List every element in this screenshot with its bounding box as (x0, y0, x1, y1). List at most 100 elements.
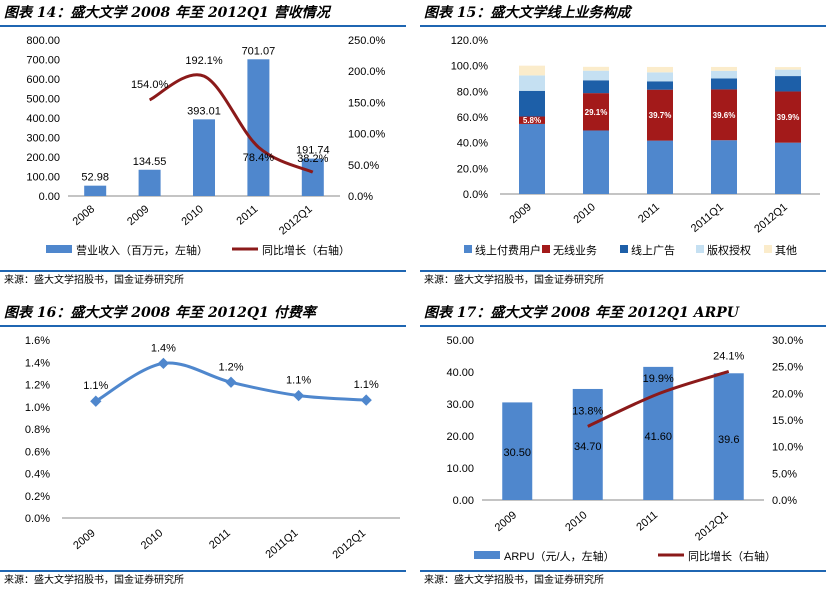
panel-revenue: 图表 14：盛大文学 2008 年至 2012Q1 营收情况 0.00 100.0… (0, 0, 414, 295)
stack-segment (775, 67, 801, 70)
stack-segment (775, 69, 801, 77)
x-tick-label: 2009 (507, 201, 533, 226)
pay-rate-chart: 0.0% 0.2% 0.4% 0.6% 0.8% 1.0% 1.2% 1.4% 1.6% 1.1%… (25, 335, 400, 561)
panel-arpu: 图表 17：盛大文学 2008 年至 2012Q1 ARPU 0.00 10.00… (420, 300, 828, 595)
line-data-label: 192.1% (185, 55, 223, 67)
left-tick-label: 20.0% (457, 163, 488, 175)
right-tick-label: 0.0% (772, 495, 797, 507)
legend-growth-label: 同比增长（右轴） (262, 243, 350, 257)
growth-line (587, 370, 730, 428)
left-tick-label: 50.00 (446, 335, 474, 347)
right-tick-label: 50.0% (348, 160, 379, 172)
source-note: 来源：盛大文学招股书，国金证券研究所 (424, 575, 604, 586)
legend-series-label: 版权授权 (707, 243, 751, 257)
stack-segment (647, 89, 673, 141)
online-mix-chart: 0.0% 20.0% 40.0% 60.0% 80.0% 100.0% 120.0% 5.8%… (451, 35, 820, 257)
left-tick-label: 0.00 (39, 191, 60, 203)
legend-series-swatch (542, 245, 550, 253)
bar-data-label: 30.50 (503, 447, 531, 459)
bar-data-label: 39.6 (718, 434, 739, 446)
x-tick-label: 2012Q1 (330, 527, 368, 561)
left-tick-label: 1.0% (25, 402, 50, 414)
legend-growth-label: 同比增长（右轴） (688, 549, 776, 563)
stack-segment (647, 140, 673, 194)
bar (502, 402, 533, 500)
stack-segment (711, 70, 737, 79)
panel-title: 图表 16：盛大文学 2008 年至 2012Q1 付费率 (4, 305, 316, 321)
right-tick-label: 20.0% (772, 388, 803, 400)
growth-line (148, 73, 314, 174)
right-tick-label: 10.0% (772, 442, 803, 454)
data-point (225, 376, 237, 388)
source-rule (420, 270, 826, 272)
left-tick-label: 0.8% (25, 424, 50, 436)
panel-online-mix: 图表 15：盛大文学线上业务构成 0.0% 20.0% 40.0% 60.0% 80.0… (420, 0, 828, 295)
data-point (292, 389, 305, 402)
arpu-chart: 0.00 10.00 20.00 30.00 40.00 50.00 0.0% 5.0% 10.… (446, 335, 803, 563)
x-tick-label: 2012Q1 (752, 201, 790, 235)
right-tick-label: 5.0% (772, 468, 797, 480)
bar (193, 119, 215, 196)
stack-segment (647, 72, 673, 82)
left-tick-label: 800.00 (26, 35, 60, 47)
x-tick-label: 2011Q1 (689, 201, 726, 235)
bar-data-label: 34.70 (574, 441, 602, 453)
legend-series-swatch (620, 245, 628, 253)
right-tick-label: 25.0% (772, 362, 803, 374)
title-rule (0, 25, 406, 27)
x-tick-label: 2011 (634, 509, 660, 533)
x-tick-label: 2009 (493, 509, 519, 534)
stack-segment (583, 70, 609, 81)
left-tick-label: 40.00 (446, 367, 474, 379)
x-tick-label: 2010 (563, 509, 589, 534)
left-tick-label: 600.00 (26, 74, 60, 86)
revenue-chart: 0.00 100.00 200.00 300.00 400.00 500.00 600.00… (26, 35, 385, 257)
line-data-label: 19.9% (643, 373, 674, 385)
bar (247, 59, 270, 196)
x-tick-label: 2012Q1 (277, 203, 315, 237)
left-tick-label: 0.00 (453, 495, 474, 507)
stack-segment (775, 142, 801, 194)
legend-series-label: 其他 (775, 244, 797, 257)
x-tick-label: 2010 (571, 201, 597, 226)
panel-title: 图表 15：盛大文学线上业务构成 (424, 5, 631, 21)
bar-data-label: 701.07 (242, 45, 276, 57)
bar (84, 185, 107, 196)
stack-segment (711, 140, 737, 194)
panel-title: 图表 17：盛大文学 2008 年至 2012Q1 ARPU (424, 305, 739, 321)
left-tick-label: 1.4% (25, 357, 50, 369)
segment-data-label: 39.9% (777, 113, 800, 122)
left-tick-label: 60.0% (457, 112, 488, 124)
bar (572, 388, 603, 500)
left-tick-label: 700.00 (26, 55, 60, 67)
legend-series-swatch (764, 245, 772, 253)
data-label: 1.4% (151, 342, 176, 354)
right-tick-label: 15.0% (772, 415, 803, 427)
bar-data-label: 393.01 (187, 105, 221, 117)
stack-segment (583, 130, 609, 194)
x-tick-label: 2010 (179, 203, 205, 228)
data-point (360, 394, 372, 406)
panel-title: 图表 14：盛大文学 2008 年至 2012Q1 营收情况 (4, 5, 330, 21)
x-tick-label: 2011 (207, 527, 233, 551)
left-tick-label: 400.00 (26, 113, 60, 125)
left-tick-label: 0.0% (25, 513, 50, 525)
stack-segment (583, 80, 609, 94)
legend-series-label: 线上付费用户 (475, 243, 541, 257)
x-tick-label: 2009 (125, 203, 151, 228)
source-note: 来源：盛大文学招股书，国金证券研究所 (4, 275, 184, 286)
stack-segment (647, 66, 673, 73)
x-tick-label: 2011 (636, 201, 662, 225)
stack-segment (519, 116, 545, 124)
right-tick-label: 0.0% (348, 191, 373, 203)
line-data-label: 38.2% (297, 153, 328, 165)
source-note: 来源：盛大文学招股书，国金证券研究所 (424, 275, 604, 286)
legend-arpu-label: ARPU（元/人，左轴） (504, 549, 615, 563)
bar (138, 169, 161, 196)
line-data-label: 78.4% (243, 152, 274, 164)
left-tick-label: 40.0% (457, 138, 488, 150)
x-tick-label: 2008 (71, 203, 97, 228)
legend-revenue-swatch (46, 245, 72, 253)
segment-data-label: 5.8% (523, 116, 541, 125)
legend-revenue-label: 营业收入（百万元，左轴） (76, 243, 208, 257)
